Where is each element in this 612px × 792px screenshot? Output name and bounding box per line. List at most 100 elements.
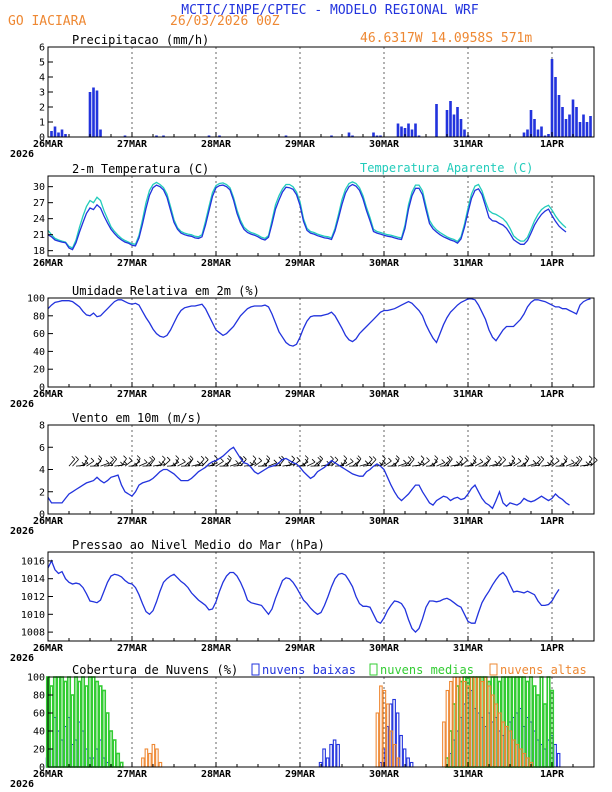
cloud-bar-nuvens-altas xyxy=(141,757,145,768)
wind-barb-flag xyxy=(71,455,76,460)
wind-barb-flag xyxy=(532,460,537,464)
wind-barb xyxy=(124,460,133,467)
wind-barb-flag xyxy=(563,458,568,462)
precip-bar xyxy=(92,87,95,137)
wind-barb-flag xyxy=(84,455,89,459)
wind-barb xyxy=(422,460,430,467)
wind-barb xyxy=(100,462,110,467)
wind-barb-flag xyxy=(211,462,215,466)
precip-bar xyxy=(456,107,459,137)
x-tick-label: 1APR xyxy=(540,516,565,527)
cloud-bar-nuvens-medias xyxy=(63,680,68,768)
x-axis-year: 2026 xyxy=(10,779,34,790)
wind-barb xyxy=(170,462,179,467)
wind-barb-flag xyxy=(576,456,580,461)
wind-barb-flag xyxy=(517,458,522,462)
x-tick-label: 1APR xyxy=(540,769,565,780)
precip-bar xyxy=(564,119,568,137)
x-tick-label: 30MAR xyxy=(369,389,400,400)
cloud-bar-nuvens-medias xyxy=(542,703,548,768)
header: MCTIC/INPE/CPTEC - MODELO REGIONAL WRF G… xyxy=(8,3,532,46)
precip-bar xyxy=(330,135,333,137)
wind-barb xyxy=(201,459,209,467)
wind-barb-flag xyxy=(407,456,412,460)
panel-5: 1008 1010 1012 1014 1016 26MAR 27MAR 28MAR 29MAR… xyxy=(10,538,595,664)
x-tick-label: 28MAR xyxy=(201,516,232,527)
wind-barb xyxy=(110,458,117,467)
cloud-bar-nuvens-medias xyxy=(73,676,79,768)
panel-title: Vento em 10m (m/s) xyxy=(72,411,202,425)
wind-barb-flag xyxy=(420,460,425,465)
panel-4: 0 2 4 6 8 26MAR 27MAR 28MAR 29MAR 30MAR 31MAR 1APR 2… xyxy=(10,411,598,537)
wind-barb xyxy=(488,463,498,467)
wind-barb xyxy=(149,458,156,467)
wind-barb-flag xyxy=(594,456,598,461)
x-tick-label: 27MAR xyxy=(117,769,148,780)
wind-barb xyxy=(86,460,95,467)
x-tick-label: 1APR xyxy=(540,139,565,150)
series-line xyxy=(47,446,570,510)
panel-title: Cobertura de Nuvens (%) xyxy=(72,663,238,677)
wind-barb-flag xyxy=(349,458,354,462)
wind-barb-flag xyxy=(487,455,491,459)
wind-barb xyxy=(145,459,153,467)
wind-barb-flag xyxy=(123,460,127,465)
wind-barb-flag xyxy=(395,455,400,459)
wind-barb xyxy=(107,459,114,467)
y-tick-label: 21 xyxy=(33,230,45,241)
wind-barb-flag xyxy=(311,458,316,463)
precip-bar xyxy=(375,135,379,137)
wind-barb-flag xyxy=(356,457,360,462)
wind-barb-flag xyxy=(291,455,295,460)
precip-bar xyxy=(568,114,571,137)
wind-barb xyxy=(226,458,232,467)
wind-barb xyxy=(254,460,262,467)
wind-barb xyxy=(474,461,484,467)
wind-barb xyxy=(306,461,316,467)
wind-barb xyxy=(481,460,490,467)
precip-bar xyxy=(396,123,400,137)
panel-6: 0 20 40 60 80 100 26MAR 27MAR 28MAR 29MAR 30MAR 31M… xyxy=(10,663,595,790)
wind-barb-flag xyxy=(278,456,283,461)
precip-bar xyxy=(533,119,536,137)
cloud-bar-nuvens-medias xyxy=(70,694,75,768)
wind-barb xyxy=(446,458,453,467)
wind-barb-flag xyxy=(265,458,270,462)
wind-barb xyxy=(313,459,322,467)
x-tick-label: 26MAR xyxy=(33,139,64,150)
series-line xyxy=(47,183,567,251)
cloud-bar-nuvens-medias xyxy=(87,676,93,768)
cloud-bar-nuvens-medias xyxy=(535,694,541,768)
x-tick-label: 28MAR xyxy=(201,258,232,269)
wind-barb xyxy=(327,458,334,467)
legend-nuvens-medias: nuvens medias xyxy=(380,663,474,677)
precip-bar xyxy=(410,129,414,137)
x-tick-label: 27MAR xyxy=(117,258,148,269)
y-tick-label: 80 xyxy=(33,311,45,322)
legend-swatch xyxy=(369,663,378,676)
y-tick-label: 60 xyxy=(33,329,45,340)
wind-barb-flag xyxy=(317,456,322,461)
precip-bar xyxy=(435,104,438,137)
precip-bar xyxy=(372,132,375,137)
x-tick-label: 27MAR xyxy=(117,389,148,400)
wind-barb-flag xyxy=(571,459,575,464)
wind-barb-flag xyxy=(464,456,468,461)
wind-barb xyxy=(215,461,224,467)
wind-barb-flag xyxy=(188,457,192,461)
y-tick-label: 30 xyxy=(33,182,45,193)
wind-barb xyxy=(320,463,330,467)
precip-bar xyxy=(99,129,102,137)
wind-barb-flag xyxy=(372,456,377,460)
wind-barb xyxy=(173,458,180,467)
y-tick-label: 20 xyxy=(33,365,45,376)
y-tick-label: 100 xyxy=(27,294,45,305)
wind-barb xyxy=(380,458,386,467)
wind-barb-flag xyxy=(239,456,244,460)
header-coords: 46.6317W 14.0958S 571m xyxy=(360,31,532,46)
precip-bar xyxy=(540,126,543,137)
wind-barb xyxy=(138,462,148,467)
wind-barb-flag xyxy=(550,455,554,459)
wind-barb-flag xyxy=(364,460,369,464)
wind-barb-flag xyxy=(90,457,95,462)
